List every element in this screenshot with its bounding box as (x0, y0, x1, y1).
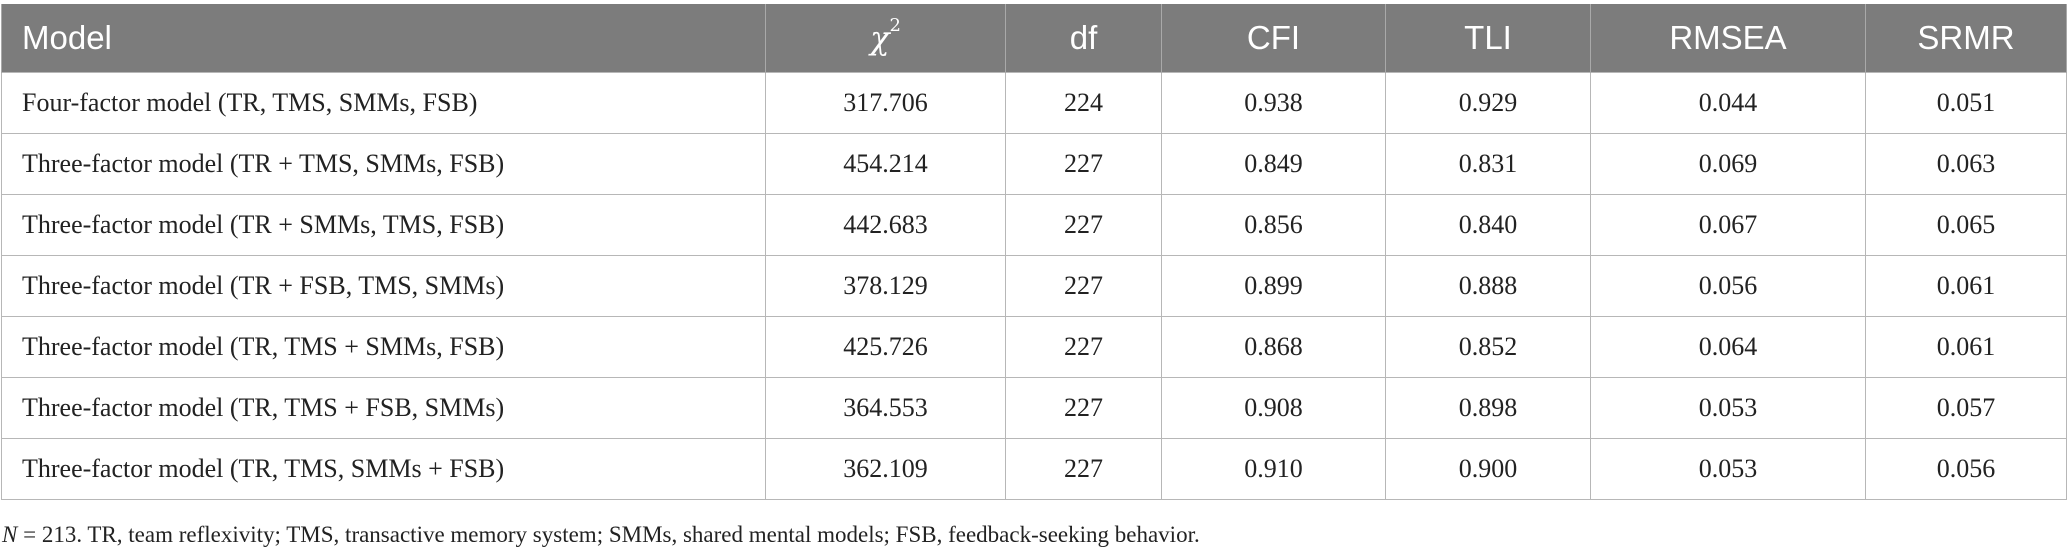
chi-letter: χ (870, 19, 890, 57)
cell-rmsea: 0.064 (1590, 316, 1866, 378)
footnote-n-label: N (2, 522, 18, 547)
table-row: Three-factor model (TR, TMS + SMMs, FSB)… (1, 316, 2067, 378)
cell-chi-square: 425.726 (765, 316, 1006, 378)
cell-model: Three-factor model (TR, TMS + FSB, SMMs) (1, 377, 766, 439)
cell-rmsea: 0.053 (1590, 377, 1866, 439)
cell-model: Four-factor model (TR, TMS, SMMs, FSB) (1, 72, 766, 134)
cell-srmr: 0.051 (1865, 72, 2067, 134)
cell-cfi: 0.899 (1161, 255, 1386, 317)
table-row: Three-factor model (TR, TMS + FSB, SMMs)… (1, 377, 2067, 439)
chi-superscript: 2 (889, 15, 901, 37)
cell-df: 227 (1005, 316, 1162, 378)
cell-model: Three-factor model (TR, TMS + SMMs, FSB) (1, 316, 766, 378)
cell-tli: 0.898 (1385, 377, 1591, 439)
cell-tli: 0.929 (1385, 72, 1591, 134)
cell-df: 227 (1005, 438, 1162, 500)
table-header: Model χ2 df CFI TLI RMSEA SRMR (1, 4, 2067, 73)
cell-chi-square: 364.553 (765, 377, 1006, 439)
cell-cfi: 0.910 (1161, 438, 1386, 500)
fit-indices-table-container: Model χ2 df CFI TLI RMSEA SRMR Four-fact… (0, 4, 2067, 500)
cell-srmr: 0.057 (1865, 377, 2067, 439)
fit-indices-table: Model χ2 df CFI TLI RMSEA SRMR Four-fact… (1, 4, 2067, 500)
header-srmr: SRMR (1865, 4, 2067, 73)
cell-srmr: 0.061 (1865, 255, 2067, 317)
cell-cfi: 0.868 (1161, 316, 1386, 378)
cell-model: Three-factor model (TR, TMS, SMMs + FSB) (1, 438, 766, 500)
cell-srmr: 0.065 (1865, 194, 2067, 256)
cell-df: 224 (1005, 72, 1162, 134)
cell-model: Three-factor model (TR + TMS, SMMs, FSB) (1, 133, 766, 195)
table-row: Three-factor model (TR + FSB, TMS, SMMs)… (1, 255, 2067, 317)
cell-rmsea: 0.053 (1590, 438, 1866, 500)
cell-rmsea: 0.069 (1590, 133, 1866, 195)
cell-cfi: 0.856 (1161, 194, 1386, 256)
header-chi-square: χ2 (765, 4, 1006, 73)
header-df: df (1005, 4, 1162, 73)
cell-tli: 0.852 (1385, 316, 1591, 378)
cell-chi-square: 454.214 (765, 133, 1006, 195)
cell-tli: 0.831 (1385, 133, 1591, 195)
table-body: Four-factor model (TR, TMS, SMMs, FSB) 3… (1, 72, 2067, 500)
cell-rmsea: 0.056 (1590, 255, 1866, 317)
table-row: Three-factor model (TR + TMS, SMMs, FSB)… (1, 133, 2067, 195)
header-tli: TLI (1385, 4, 1591, 73)
table-row: Four-factor model (TR, TMS, SMMs, FSB) 3… (1, 72, 2067, 134)
cell-model: Three-factor model (TR + FSB, TMS, SMMs) (1, 255, 766, 317)
cell-chi-square: 362.109 (765, 438, 1006, 500)
footnote-text: = 213. TR, team reflexivity; TMS, transa… (17, 522, 1200, 547)
header-model: Model (1, 4, 766, 73)
cell-rmsea: 0.067 (1590, 194, 1866, 256)
cell-df: 227 (1005, 377, 1162, 439)
cell-cfi: 0.938 (1161, 72, 1386, 134)
cell-tli: 0.900 (1385, 438, 1591, 500)
cell-chi-square: 378.129 (765, 255, 1006, 317)
cell-df: 227 (1005, 133, 1162, 195)
cell-df: 227 (1005, 255, 1162, 317)
cell-chi-square: 317.706 (765, 72, 1006, 134)
cell-srmr: 0.061 (1865, 316, 2067, 378)
table-row: Three-factor model (TR, TMS, SMMs + FSB)… (1, 438, 2067, 500)
cell-tli: 0.888 (1385, 255, 1591, 317)
table-footnote: N = 213. TR, team reflexivity; TMS, tran… (2, 522, 1200, 548)
cell-cfi: 0.849 (1161, 133, 1386, 195)
cell-model: Three-factor model (TR + SMMs, TMS, FSB) (1, 194, 766, 256)
table-row: Three-factor model (TR + SMMs, TMS, FSB)… (1, 194, 2067, 256)
cell-chi-square: 442.683 (765, 194, 1006, 256)
chi-symbol: χ2 (870, 15, 901, 57)
header-cfi: CFI (1161, 4, 1386, 73)
cell-tli: 0.840 (1385, 194, 1591, 256)
cell-srmr: 0.063 (1865, 133, 2067, 195)
cell-cfi: 0.908 (1161, 377, 1386, 439)
cell-srmr: 0.056 (1865, 438, 2067, 500)
header-rmsea: RMSEA (1590, 4, 1866, 73)
header-row: Model χ2 df CFI TLI RMSEA SRMR (1, 4, 2067, 73)
cell-df: 227 (1005, 194, 1162, 256)
cell-rmsea: 0.044 (1590, 72, 1866, 134)
